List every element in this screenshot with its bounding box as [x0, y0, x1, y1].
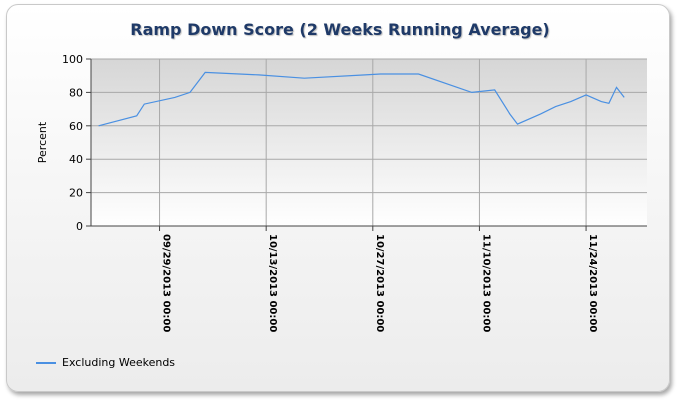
legend-swatch [36, 361, 56, 364]
y-tick-label: 80 [69, 86, 83, 99]
y-axis-title: Percent [36, 121, 49, 163]
x-tick-label: 11/24/2013 00:00 [587, 234, 598, 332]
x-tick-label: 10/13/2013 00:00 [267, 234, 278, 332]
plot-area [91, 59, 647, 226]
y-tick-label: 100 [62, 53, 83, 66]
x-tick-label: 09/29/2013 00:00 [161, 234, 172, 332]
axes [86, 58, 647, 231]
x-tick-label: 10/27/2013 00:00 [374, 234, 385, 332]
legend-label: Excluding Weekends [62, 356, 176, 369]
y-tick-label: 60 [69, 120, 83, 133]
grid-lines [91, 58, 647, 226]
y-tick-label: 40 [69, 153, 83, 166]
chart-title: Ramp Down Score (2 Weeks Running Average… [130, 20, 550, 39]
series-line [98, 71, 625, 127]
y-tick-label: 0 [76, 220, 83, 233]
y-tick-label: 20 [69, 187, 83, 200]
legend: Excluding Weekends [36, 356, 175, 369]
x-tick-label: 11/10/2013 00:00 [480, 234, 491, 332]
axis-labels: 0 20 40 60 80 100 09/29/2013 00:00 10/13/2013 0… [36, 53, 598, 332]
series-layer [98, 71, 625, 127]
